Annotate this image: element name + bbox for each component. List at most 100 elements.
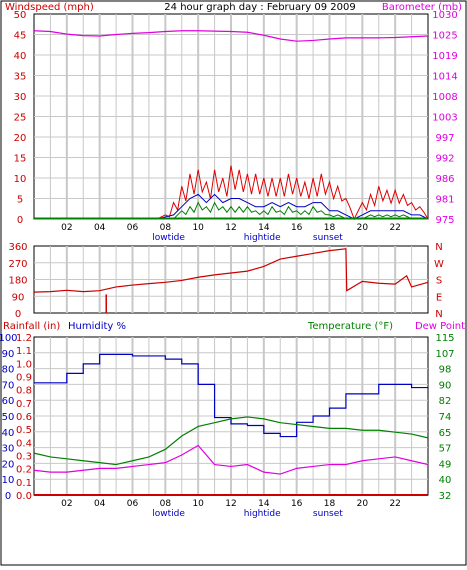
- humidity-tick-label: 90: [2, 349, 15, 360]
- rain-axis-title: Rainfall (in): [3, 321, 60, 332]
- rain-tick-label: 0.3: [16, 452, 32, 463]
- right-tick-label: 1019: [432, 51, 457, 62]
- right-tick-label: 975: [435, 215, 454, 226]
- left-tick-label: 20: [14, 133, 27, 144]
- left-tick-label: 15: [14, 154, 27, 165]
- temperature-humidity-panel: Rainfall (in) Humidity % Temperature (°F) D…: [0, 321, 465, 519]
- x-tick-label: 02: [61, 223, 72, 233]
- x-tick-label: 06: [127, 223, 139, 233]
- right-tick-label: 1014: [432, 72, 457, 83]
- rain-tick-label: 1.0: [16, 359, 32, 370]
- rain-tick-label: 0.5: [16, 425, 32, 436]
- compass-tick-label: N: [435, 309, 442, 320]
- temperature-tick-label: 115: [435, 333, 454, 344]
- x-tick-label: 06: [127, 499, 139, 509]
- x-tick-label: 22: [389, 499, 400, 509]
- temperature-tick-label: 107: [435, 349, 454, 360]
- temperature-tick-label: 49: [439, 459, 452, 470]
- left-tick-label: 50: [14, 10, 27, 21]
- dewpoint-axis-title: Dew Point: [415, 321, 465, 332]
- x-tick-label: 02: [61, 499, 72, 509]
- x-tick-label: 08: [160, 223, 172, 233]
- right-tick-label: 986: [435, 174, 454, 185]
- humidity-tick-label: 100: [0, 333, 18, 344]
- temperature-tick-label: 40: [439, 475, 452, 486]
- temperature-tick-label: 98: [439, 365, 452, 376]
- humidity-tick-label: 60: [2, 396, 15, 407]
- temperature-axis-title: Temperature (°F): [307, 321, 393, 332]
- compass-tick-label: W: [434, 259, 444, 270]
- left-tick-label: 35: [14, 72, 27, 83]
- left-tick-label: 0: [17, 215, 23, 226]
- series-dewpoint-line: [33, 444, 429, 475]
- rain-tick-label: 0.8: [16, 386, 32, 397]
- x-tick-label: 14: [258, 499, 270, 509]
- compass-tick-label: E: [436, 292, 442, 303]
- rain-tick-label: 0.6: [16, 412, 32, 423]
- left-tick-label: 270: [8, 259, 27, 270]
- temperature-tick-label: 65: [439, 428, 452, 439]
- humidity-tick-label: 80: [2, 365, 15, 376]
- left-tick-label: 180: [8, 276, 27, 287]
- series-humidity-line: [34, 353, 428, 438]
- humidity-tick-label: 70: [2, 380, 15, 391]
- humidity-tick-label: 40: [2, 428, 15, 439]
- chart-title: 24 hour graph day : February 09 2009: [164, 2, 355, 13]
- humidity-tick-label: 30: [2, 444, 15, 455]
- rain-tick-label: 0.1: [16, 478, 32, 489]
- rain-tick-label: 0.9: [16, 373, 32, 384]
- series-direction-line: [33, 248, 429, 293]
- x-tick-label: 04: [94, 223, 106, 233]
- rain-tick-label: 0.4: [16, 438, 32, 449]
- x-tick-label: 18: [324, 223, 336, 233]
- x-tick-label: 10: [192, 499, 204, 509]
- left-axis-title: Windspeed (mph): [5, 2, 94, 13]
- rain-tick-label: 0.7: [16, 399, 32, 410]
- left-tick-label: 40: [14, 51, 27, 62]
- rain-tick-label: 1.2: [16, 333, 32, 344]
- series-wind-line: [34, 193, 429, 220]
- x-annotation-hightide: hightide: [244, 509, 281, 519]
- rain-tick-label: 0.0: [16, 491, 32, 502]
- x-tick-label: 12: [225, 223, 236, 233]
- humidity-tick-label: 10: [2, 475, 15, 486]
- x-annotation-lowtide: lowtide: [152, 509, 185, 519]
- left-tick-label: 10: [14, 174, 27, 185]
- compass-tick-label: N: [435, 242, 442, 253]
- series-gust-line: [34, 165, 429, 221]
- compass-tick-label: S: [436, 276, 442, 287]
- x-tick-label: 18: [324, 499, 336, 509]
- x-annotation-sunset: sunset: [313, 233, 343, 243]
- x-tick-label: 10: [192, 223, 204, 233]
- left-tick-label: 25: [14, 113, 27, 124]
- x-tick-label: 08: [160, 499, 172, 509]
- right-tick-label: 1003: [432, 113, 457, 124]
- right-tick-label: 992: [435, 154, 454, 165]
- x-tick-label: 16: [291, 499, 303, 509]
- x-annotation-hightide: hightide: [244, 233, 281, 243]
- temperature-tick-label: 57: [439, 444, 452, 455]
- rain-tick-label: 1.1: [16, 346, 32, 357]
- wind-barometer-panel: Windspeed (mph) 24 hour graph day : Febru…: [5, 2, 462, 243]
- x-tick-label: 04: [94, 499, 106, 509]
- left-tick-label: 5: [17, 195, 23, 206]
- humidity-axis-title: Humidity %: [68, 321, 126, 332]
- humidity-tick-label: 0: [5, 491, 11, 502]
- right-tick-label: 1025: [432, 31, 457, 42]
- x-annotation-lowtide: lowtide: [152, 233, 185, 243]
- x-tick-label: 20: [357, 223, 369, 233]
- x-tick-label: 16: [291, 223, 303, 233]
- left-tick-label: 45: [14, 31, 27, 42]
- left-tick-label: 30: [14, 92, 27, 103]
- x-annotation-sunset: sunset: [313, 509, 343, 519]
- x-tick-label: 20: [357, 499, 369, 509]
- temperature-tick-label: 74: [439, 412, 452, 423]
- temperature-tick-label: 90: [439, 380, 452, 391]
- right-tick-label: 1030: [432, 10, 457, 21]
- left-tick-label: 0: [15, 309, 21, 320]
- right-tick-label: 981: [435, 195, 454, 206]
- x-tick-label: 22: [389, 223, 400, 233]
- temperature-tick-label: 32: [439, 491, 452, 502]
